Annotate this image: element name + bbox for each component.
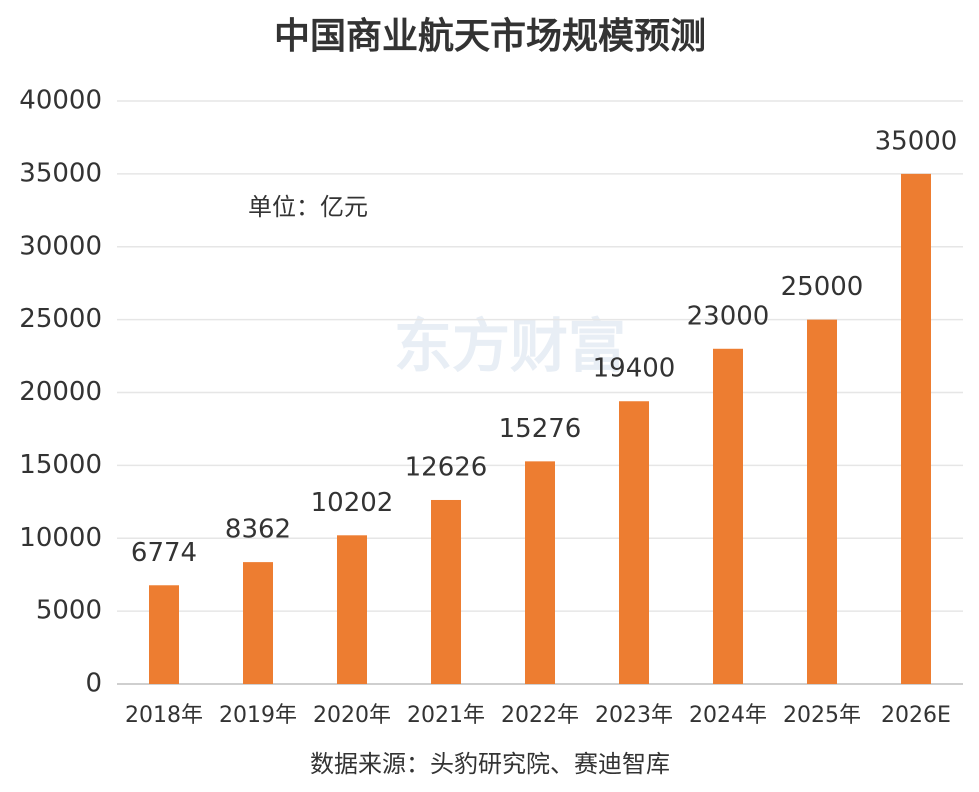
x-tick-label: 2019年 xyxy=(219,703,297,728)
bar xyxy=(901,173,931,684)
data-label: 23000 xyxy=(687,301,770,331)
y-tick-label: 0 xyxy=(85,669,102,699)
x-tick-label: 2024年 xyxy=(689,703,767,728)
data-label: 6774 xyxy=(131,538,197,568)
y-tick-label: 15000 xyxy=(19,450,102,480)
unit-annotation: 单位：亿元 xyxy=(248,193,368,221)
x-tick-label: 2026E xyxy=(881,703,951,728)
watermark: 东方财富 xyxy=(394,312,626,380)
data-label: 8362 xyxy=(225,515,291,545)
x-tick-label: 2018年 xyxy=(125,703,203,728)
bar xyxy=(713,348,743,684)
data-label: 25000 xyxy=(781,272,864,302)
y-tick-label: 5000 xyxy=(36,596,102,626)
data-label: 15276 xyxy=(499,414,582,444)
x-tick-label: 2023年 xyxy=(595,703,673,728)
data-label: 12626 xyxy=(405,452,488,482)
x-tick-label: 2022年 xyxy=(501,703,579,728)
y-tick-label: 25000 xyxy=(19,304,102,334)
bar xyxy=(807,319,837,684)
bar xyxy=(149,585,179,684)
data-label: 19400 xyxy=(593,354,676,384)
source-note: 数据来源：头豹研究院、赛迪智库 xyxy=(310,750,670,778)
x-tick-label: 2025年 xyxy=(783,703,861,728)
data-label: 35000 xyxy=(875,126,958,156)
bar xyxy=(431,499,461,684)
y-tick-label: 30000 xyxy=(19,231,102,261)
y-tick-label: 40000 xyxy=(19,86,102,116)
data-label: 10202 xyxy=(311,488,394,518)
x-tick-label: 2020年 xyxy=(313,703,391,728)
y-tick-label: 35000 xyxy=(19,158,102,188)
x-tick-label: 2021年 xyxy=(407,703,485,728)
y-tick-label: 10000 xyxy=(19,523,102,553)
bar xyxy=(337,535,367,684)
chart-title: 中国商业航天市场规模预测 xyxy=(274,15,706,57)
bar xyxy=(243,562,273,684)
bar xyxy=(619,401,649,684)
bar xyxy=(525,461,555,684)
y-tick-label: 20000 xyxy=(19,377,102,407)
